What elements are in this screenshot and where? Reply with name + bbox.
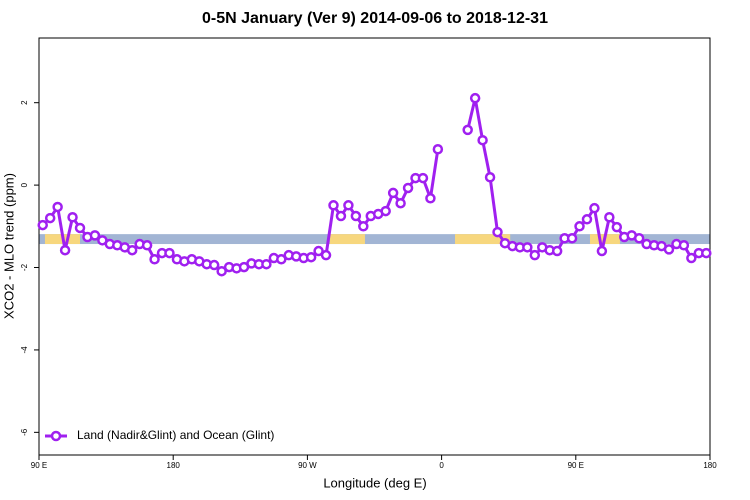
y-axis-label: XCO2 - MLO trend (ppm) xyxy=(1,173,16,319)
data-point xyxy=(141,240,153,251)
data-point xyxy=(596,245,608,257)
y-tick-label: 2 xyxy=(20,100,29,105)
y-tick-label: -4 xyxy=(20,346,29,354)
x-tick-label: 90 E xyxy=(568,461,584,470)
data-point xyxy=(484,172,496,183)
data-point xyxy=(387,187,399,199)
chart-title: 0-5N January (Ver 9) 2014-09-06 to 2018-… xyxy=(202,10,548,27)
data-point xyxy=(343,200,354,211)
data-point xyxy=(395,197,406,209)
data-point xyxy=(462,124,473,136)
data-point xyxy=(663,244,675,255)
x-tick-label: 180 xyxy=(167,461,181,470)
y-tick-label: -6 xyxy=(20,428,29,436)
y-tick-label: -2 xyxy=(20,263,29,271)
data-point xyxy=(492,226,503,238)
land-band xyxy=(455,234,511,245)
data-point xyxy=(313,245,324,257)
x-tick-label: 0 xyxy=(439,461,444,470)
data-point xyxy=(59,244,71,256)
land-band xyxy=(329,234,365,245)
data-point xyxy=(74,222,86,234)
x-axis-label: Longitude (deg E) xyxy=(323,475,426,490)
data-point xyxy=(37,219,48,231)
data-point xyxy=(320,249,332,261)
data-point xyxy=(417,172,429,184)
y-tick-label: 0 xyxy=(20,182,29,187)
data-point xyxy=(261,258,272,270)
data-point xyxy=(678,240,690,251)
x-tick-label: 180 xyxy=(703,461,717,470)
data-point xyxy=(276,254,287,265)
data-point xyxy=(551,245,563,257)
data-point xyxy=(335,210,347,222)
data-point xyxy=(432,144,444,155)
plot-frame xyxy=(38,37,711,456)
data-point xyxy=(216,265,227,277)
data-point xyxy=(604,211,615,223)
data-point xyxy=(350,210,362,222)
data-point xyxy=(522,242,533,253)
data-point xyxy=(574,221,585,232)
x-tick-label: 90 E xyxy=(31,461,47,470)
legend-marker xyxy=(50,430,62,442)
data-point xyxy=(358,221,369,232)
data-point xyxy=(611,221,623,233)
data-point xyxy=(164,247,175,259)
data-point xyxy=(67,211,78,223)
data-point xyxy=(208,259,220,271)
data-point xyxy=(566,233,578,244)
data-point xyxy=(328,200,339,211)
x-tick-label: 90 W xyxy=(298,461,317,470)
data-point xyxy=(44,212,56,224)
data-point xyxy=(89,230,101,241)
data-point xyxy=(380,205,391,217)
data-point xyxy=(402,182,414,194)
data-point xyxy=(469,92,481,104)
data-point xyxy=(305,251,317,263)
data-point xyxy=(149,254,160,265)
ocean-band xyxy=(39,234,710,245)
legend-label: Land (Nadir&Glint) and Ocean (Glint) xyxy=(77,428,274,442)
data-point xyxy=(529,249,541,261)
data-point xyxy=(589,202,600,214)
data-point xyxy=(701,247,712,259)
data-point xyxy=(126,244,138,256)
data-point xyxy=(581,214,593,225)
data-point xyxy=(686,252,697,264)
data-point xyxy=(633,233,645,244)
data-point xyxy=(477,134,488,146)
data-point xyxy=(425,193,436,204)
data-point xyxy=(52,201,63,213)
